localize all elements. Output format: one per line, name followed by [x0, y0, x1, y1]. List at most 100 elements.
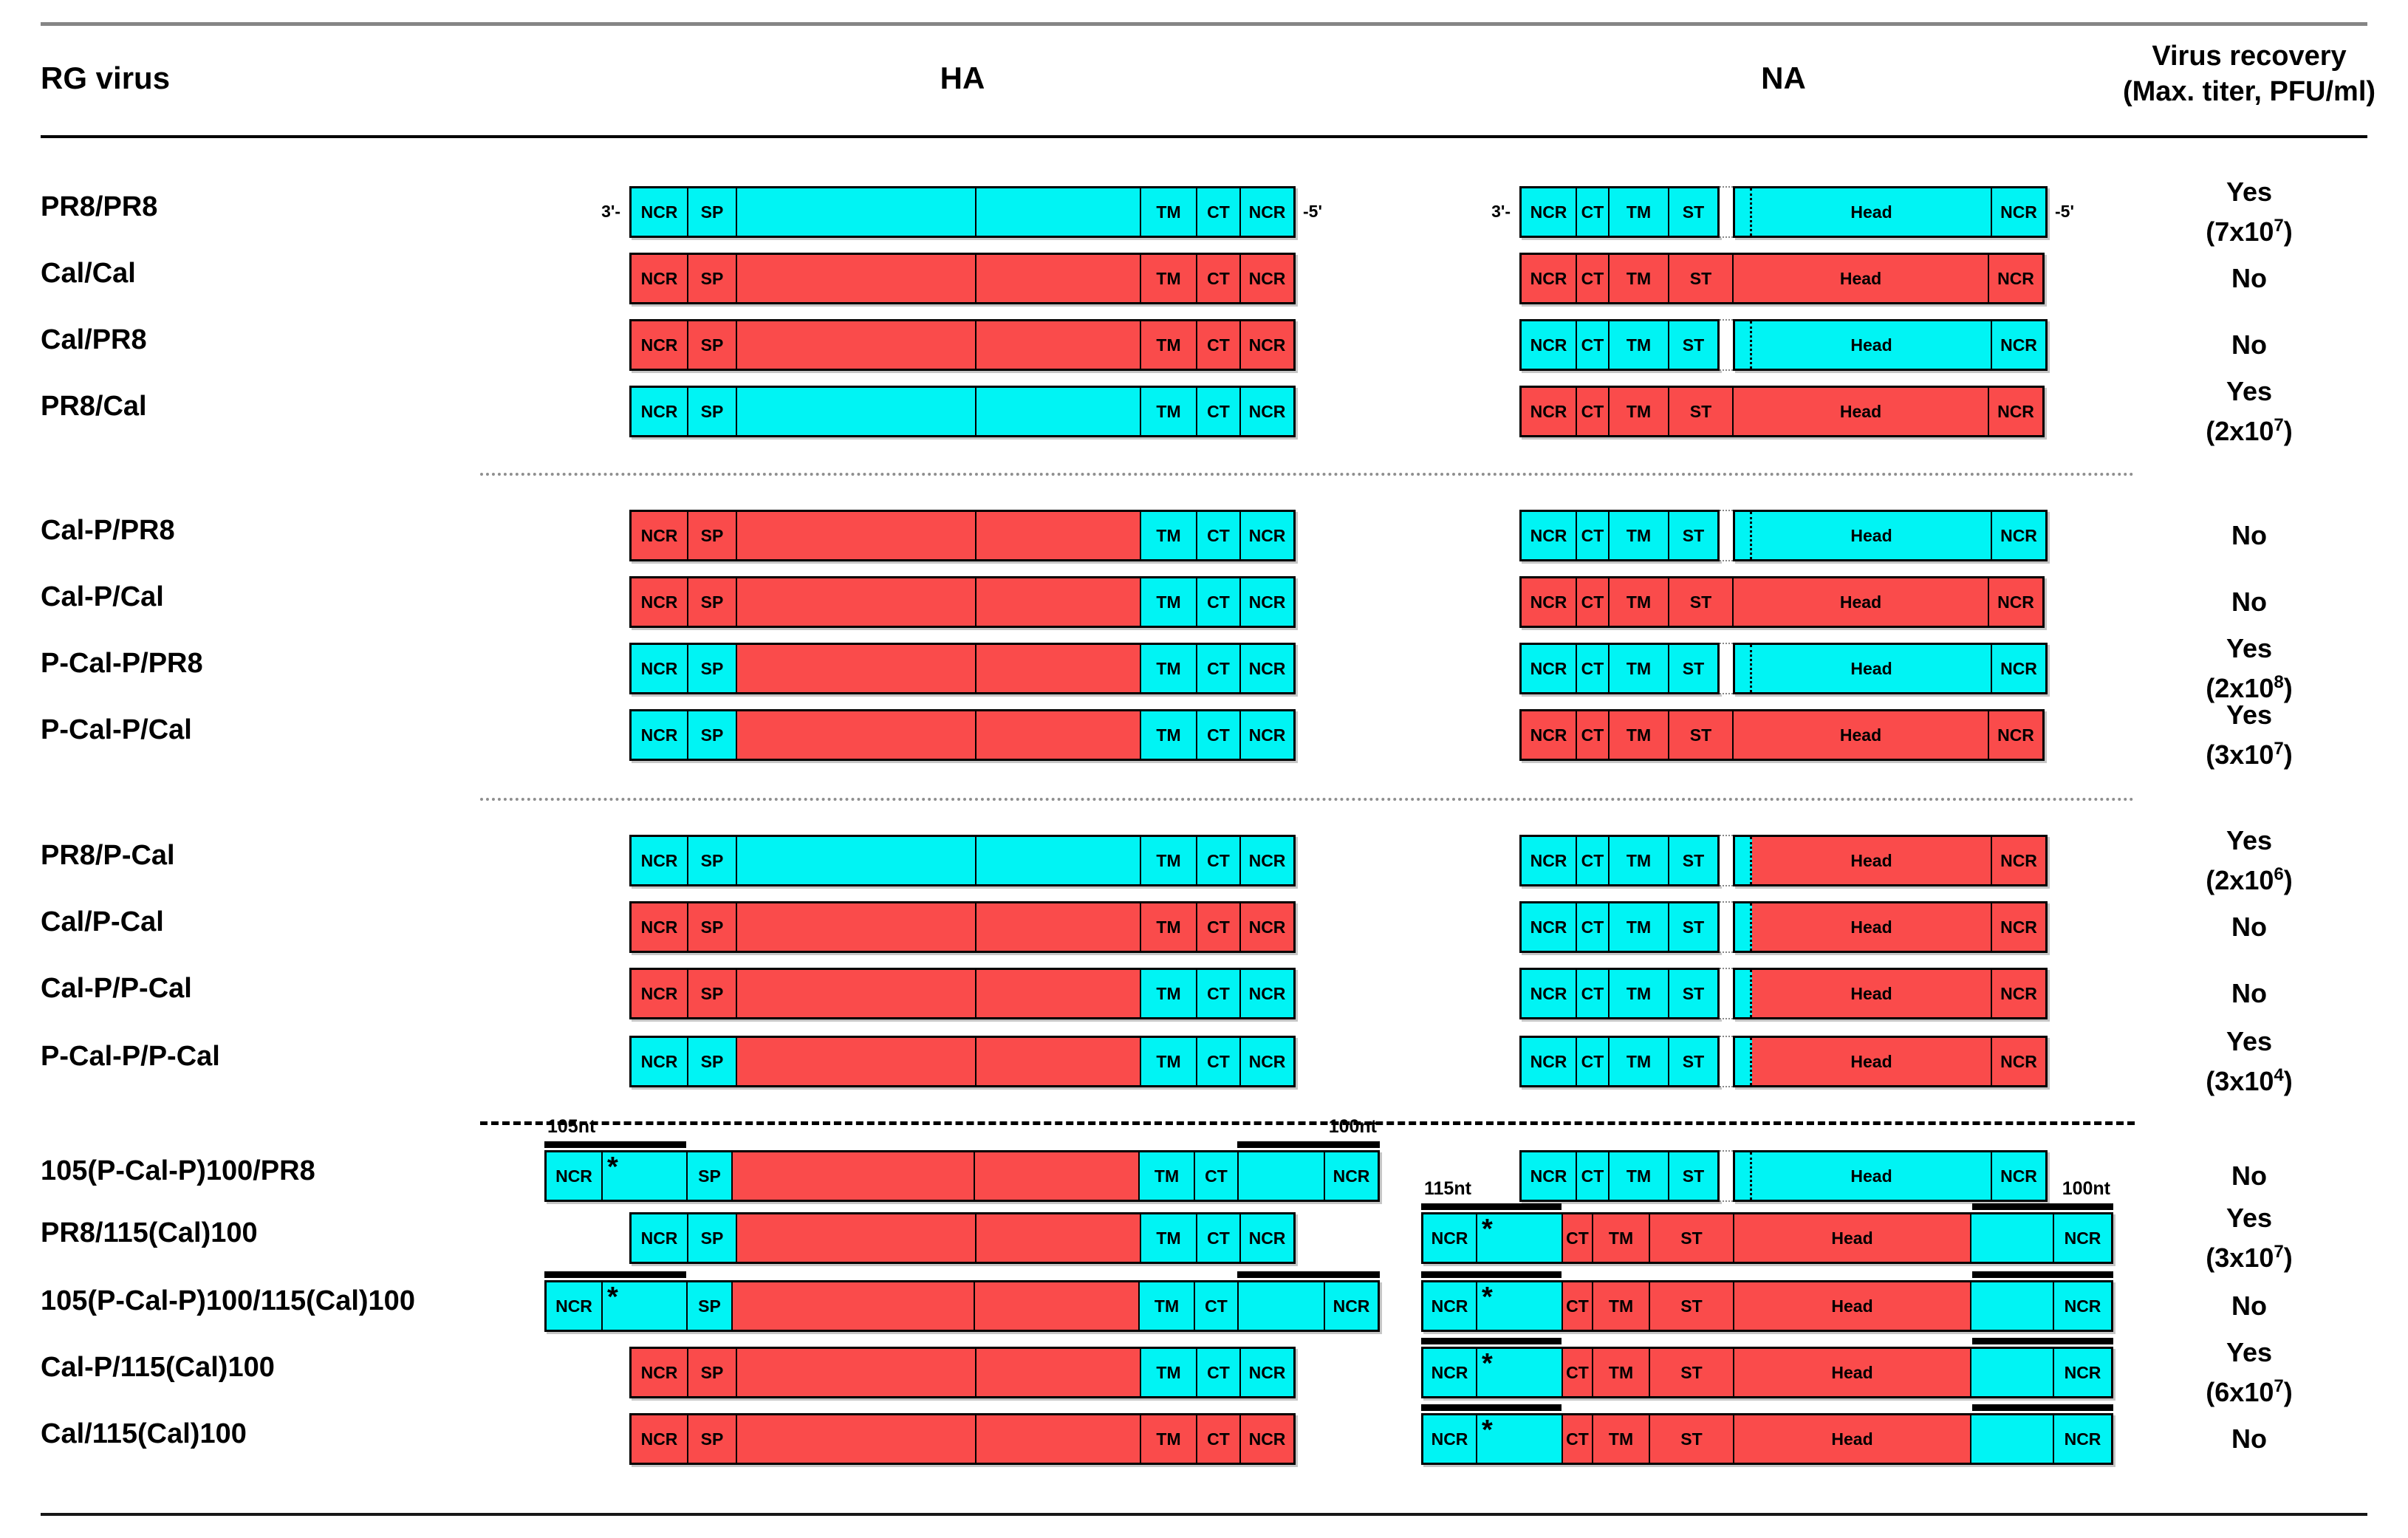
recovery-max-titer: (2x107): [2206, 415, 2293, 446]
recovery-yes-no: Yes: [2226, 376, 2273, 406]
packaging-signal-overbar: [1421, 1271, 1562, 1278]
segment-body: [974, 1152, 1138, 1200]
ha-bar: NCR SP TM CT NCR: [629, 1347, 1296, 1398]
recovery-yes-no: No: [2231, 1291, 2267, 1321]
na-segment-box: NCR CT TM ST Head NCR: [1519, 576, 2045, 628]
segment-CT: CT: [1562, 1415, 1592, 1463]
segment-label: NCR: [1530, 658, 1567, 678]
segment-label: CT: [1581, 1051, 1604, 1071]
segment-label: TM: [1626, 983, 1652, 1003]
titer-exponent: 7: [2274, 739, 2284, 759]
segment-CT: CT: [1194, 1282, 1237, 1330]
segment-TM: TM: [1608, 837, 1668, 884]
segment-NCR: NCR: [1991, 645, 2045, 692]
na-bar: NCR CT TM ST Head NCR: [1519, 576, 2045, 628]
segment-label: TM: [1626, 268, 1652, 288]
segment-TM: TM: [1608, 1152, 1668, 1200]
segment-label: NCR: [2000, 983, 2037, 1003]
segment-CT: CT: [1196, 711, 1239, 759]
segment-NCR: NCR: [1522, 645, 1576, 692]
segment-label: NCR: [640, 525, 678, 545]
segment-label: NCR: [1248, 335, 1286, 355]
recovery-max-titer: (7x107): [2206, 216, 2293, 247]
segment-body: [736, 512, 975, 559]
segment-TM: TM: [1608, 578, 1668, 626]
segment-label: ST: [1689, 725, 1712, 745]
segment-label: ST: [1689, 592, 1712, 612]
segment-label: NCR: [2000, 335, 2037, 355]
segment-label: CT: [1566, 1296, 1589, 1316]
segment-label: CT: [1207, 525, 1230, 545]
segment-NCR: NCR: [1239, 1214, 1293, 1262]
segment-NCR: NCR: [1324, 1282, 1378, 1330]
segment-Head: Head: [1752, 837, 1991, 884]
segment-label: ST: [1682, 850, 1705, 870]
segment-body: [975, 903, 1140, 951]
segment-packaging-extension: *: [1476, 1349, 1562, 1396]
ha-segment-box: NCR SP TM CT NCR: [629, 253, 1296, 304]
segment-NCR: NCR: [632, 1415, 687, 1463]
segment-label: NCR: [1997, 725, 2034, 745]
segment-Head: Head: [1732, 388, 1988, 435]
asterisk-marker: *: [1482, 1415, 1493, 1446]
na-bar: NCR * CT TM ST Head NCR: [1421, 1212, 2113, 1264]
segment-label: NCR: [1248, 268, 1286, 288]
segment-ST: ST: [1668, 970, 1717, 1017]
segment-NCR: NCR: [1522, 321, 1576, 369]
segment-gap: [1720, 319, 1733, 371]
recovery-yes-no: Yes: [2226, 1203, 2273, 1233]
virus-recovery-value: No: [2113, 565, 2386, 639]
na-segment-box: NCR * CT TM ST Head NCR: [1421, 1413, 2113, 1465]
rg-virus-label: P-Cal-P/PR8: [41, 648, 203, 679]
segment-SP: SP: [686, 1282, 731, 1330]
recovery-max-titer: (2x108): [2206, 672, 2293, 703]
segment-label: NCR: [1248, 1228, 1286, 1248]
na-bar: NCR CT TM ST Head NCR: [1519, 186, 2048, 238]
segment-label: TM: [1626, 401, 1652, 421]
five-prime-label: -5': [1303, 202, 1322, 221]
recovery-yes-no: Yes: [2226, 825, 2273, 855]
recovery-yes-no: No: [2231, 263, 2267, 293]
rg-virus-label: Cal/Cal: [41, 258, 136, 289]
recovery-yes-no: No: [2231, 520, 2267, 550]
segment-label: TM: [1608, 1362, 1634, 1382]
segment-NCR: NCR: [1423, 1214, 1476, 1262]
segment-body: [975, 255, 1140, 302]
segment-CT: CT: [1576, 255, 1608, 302]
ha-segment-box: NCR SP TM CT NCR: [629, 1212, 1296, 1264]
segment-NCR: NCR: [632, 645, 687, 692]
segment-Head: Head: [1733, 1415, 1970, 1463]
ha-segment-box: NCR SP TM CT NCR: [629, 386, 1296, 437]
segment-label: NCR: [640, 1228, 678, 1248]
segment-gap: [1720, 968, 1733, 1019]
ha-segment-box: NCR * SP TM CT NCR: [544, 1150, 1380, 1202]
virus-recovery-value: No: [2113, 1139, 2386, 1213]
segment-label: CT: [1581, 658, 1604, 678]
segment-body: [736, 645, 975, 692]
segment-body: [975, 1415, 1140, 1463]
segment-NCR: NCR: [1988, 711, 2042, 759]
asterisk-marker: *: [607, 1152, 618, 1183]
segment-body: [1735, 512, 1752, 559]
segment-gap: [1720, 510, 1733, 561]
segment-TM: TM: [1140, 645, 1196, 692]
segment-label: SP: [700, 917, 724, 937]
segment-label: NCR: [1248, 1362, 1286, 1382]
segment-body: [975, 1038, 1140, 1085]
segment-label: NCR: [640, 401, 678, 421]
rg-virus-label: Cal/PR8: [41, 324, 147, 355]
recovery-max-titer: (3x107): [2206, 1242, 2293, 1273]
segment-TM: TM: [1608, 970, 1668, 1017]
virus-recovery-header-line2: (Max. titer, PFU/ml): [2122, 76, 2376, 107]
virus-recovery-header-line1: Virus recovery: [2152, 41, 2347, 72]
ha-bar: NCR SP TM CT NCR: [629, 968, 1296, 1019]
segment-label: TM: [1156, 335, 1181, 355]
segment-body: [736, 970, 975, 1017]
segment-label: TM: [1626, 725, 1652, 745]
titer-exponent: 7: [2274, 415, 2284, 435]
segment-Head: Head: [1733, 1349, 1970, 1396]
segment-label: SP: [700, 658, 724, 678]
segment-NCR: NCR: [632, 321, 687, 369]
segment-body: [1735, 837, 1752, 884]
segment-label: TM: [1626, 1051, 1652, 1071]
